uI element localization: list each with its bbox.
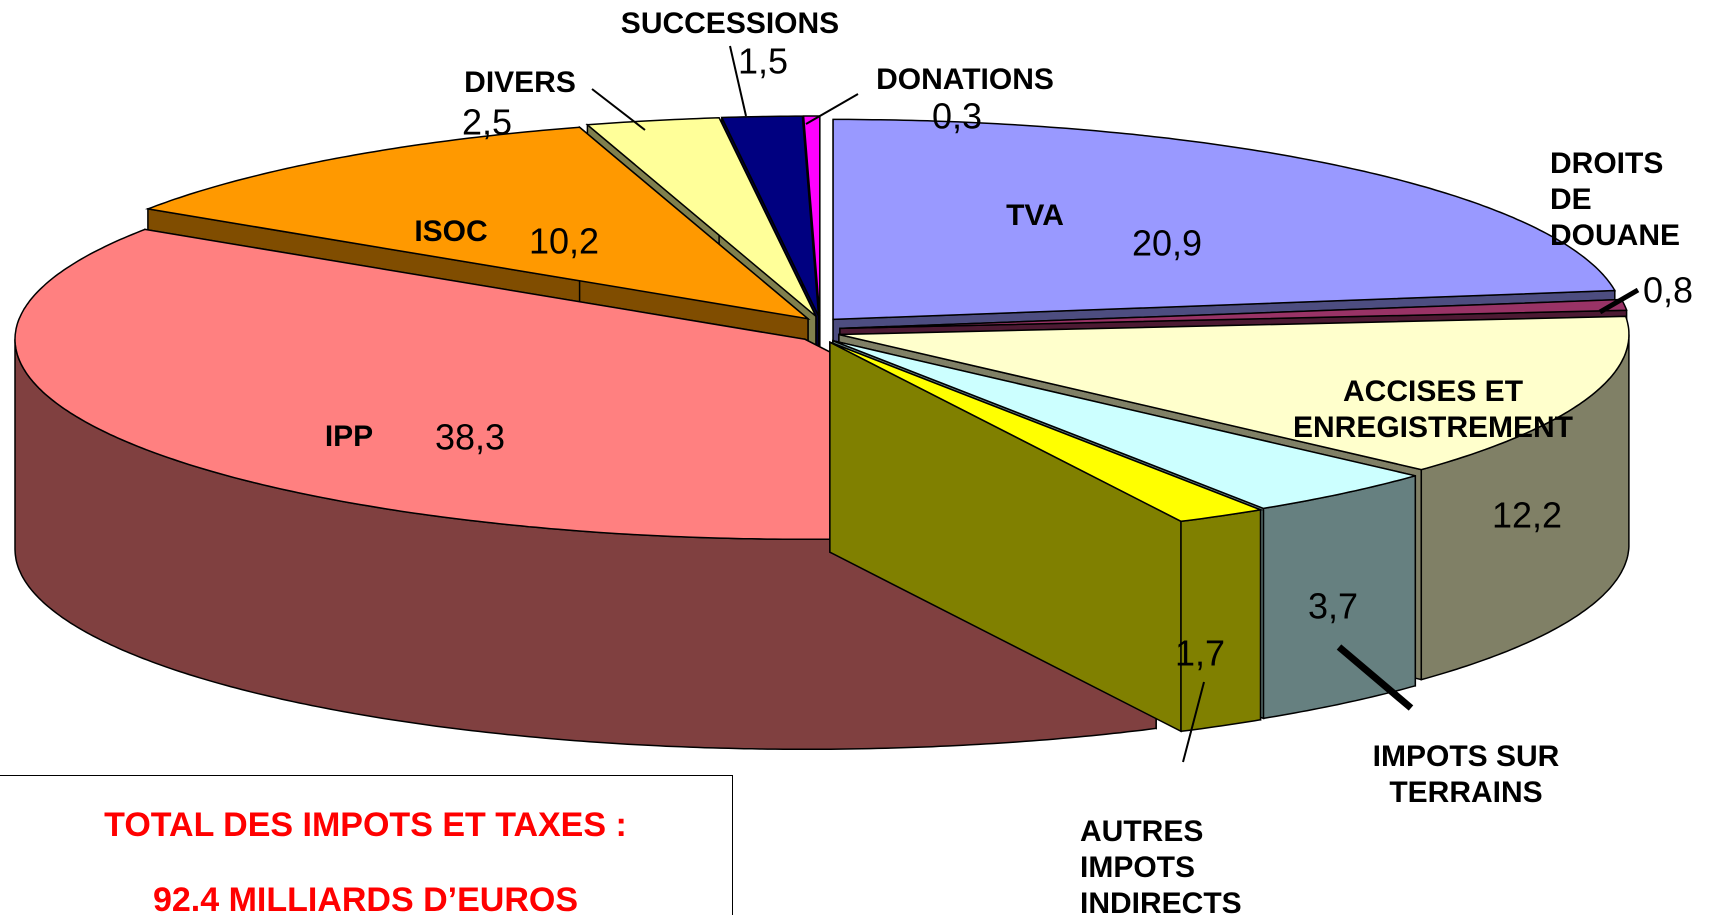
- category-label: DIVERS: [464, 66, 576, 99]
- value-label: 3,7: [1307, 585, 1359, 627]
- slice: [829, 340, 1264, 733]
- slice-side: [1180, 508, 1262, 733]
- leader: [805, 93, 859, 125]
- leader: [1336, 644, 1414, 711]
- value-label: 38,3: [434, 416, 506, 458]
- slice-top: [720, 115, 820, 317]
- slice-top: [838, 315, 1630, 471]
- total-value: 92.4 MILLIARDS D’EUROS: [152, 881, 579, 915]
- leader: [1598, 287, 1640, 315]
- value-label: 1,5: [737, 40, 789, 82]
- category-label: DROITS DE DOUANE: [1550, 147, 1681, 252]
- category-label: IPP: [324, 420, 374, 453]
- slice-top: [802, 115, 821, 317]
- leader: [1182, 681, 1205, 763]
- leader: [591, 88, 646, 131]
- value-label: 20,9: [1131, 222, 1203, 264]
- category-label: ACCISES ET ENREGISTREMENT: [1292, 375, 1574, 444]
- category-label: IMPOTS SUR TERRAINS: [1372, 740, 1560, 809]
- total-box: TOTAL DES IMPOTS ET TAXES : 92.4 MILLIAR…: [0, 775, 733, 915]
- slice-top: [832, 118, 1617, 321]
- category-label: AUTRES IMPOTS INDIRECTS: [1080, 815, 1242, 915]
- value-label: 12,2: [1491, 494, 1563, 536]
- value-label: 1,7: [1174, 632, 1226, 674]
- slice-top: [832, 339, 1416, 510]
- slice-top: [585, 117, 817, 317]
- total-label: TOTAL DES IMPOTS ET TAXES :: [104, 806, 627, 844]
- slice-top: [829, 341, 1264, 523]
- category-label: DONATIONS: [876, 63, 1054, 96]
- value-label: 2,5: [461, 101, 513, 143]
- value-label: 0,8: [1642, 269, 1694, 311]
- category-label: ISOC: [414, 215, 488, 248]
- slice-top: [144, 126, 811, 320]
- category-label: SUCCESSIONS: [620, 7, 840, 40]
- category-label: TVA: [1006, 199, 1064, 232]
- value-label: 0,3: [931, 95, 983, 137]
- leader: [729, 45, 747, 117]
- value-label: 10,2: [528, 220, 600, 262]
- leaders: [591, 45, 1640, 763]
